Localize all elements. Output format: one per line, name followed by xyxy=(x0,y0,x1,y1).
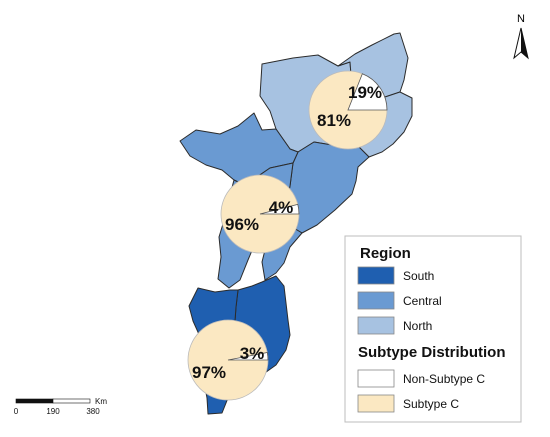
pie-label-subtype-c: 81% xyxy=(317,111,351,130)
legend-label-central: Central xyxy=(403,294,442,308)
legend-swatch-central xyxy=(357,291,395,310)
scale-tick-380: 380 xyxy=(86,407,100,416)
legend-swatch-south xyxy=(357,266,395,285)
pie-label-subtype-c: 96% xyxy=(225,215,259,234)
north-arrow-icon: N xyxy=(513,13,529,60)
pie-slice-non-subtype-c xyxy=(347,73,388,111)
pie-charts: 19%81%4%96%3%97% xyxy=(187,70,388,401)
province-tete xyxy=(179,112,299,186)
pie-north: 19%81% xyxy=(308,70,388,150)
pie-slice-non-subtype-c xyxy=(259,203,300,215)
legend-subtype-title: Subtype Distribution xyxy=(358,344,506,361)
pie-label-non-subtype-c: 3% xyxy=(240,344,265,363)
legend-label-north: North xyxy=(403,319,432,333)
scale-tick-190: 190 xyxy=(46,407,60,416)
legend: Region South Central North Subtype Distr… xyxy=(344,235,522,423)
legend-swatch-subtype-c xyxy=(357,394,395,413)
legend-label-south: South xyxy=(403,269,434,283)
pie-slice-non-subtype-c xyxy=(227,352,269,361)
pie-south: 3% 97% xyxy=(187,319,269,401)
scale-bar: 0 190 380 Km xyxy=(14,397,108,416)
scale-bar-segment-dark xyxy=(15,398,54,404)
pie-label-non-subtype-c: 4% xyxy=(269,198,294,217)
pie-central: 4% 96% xyxy=(220,174,300,254)
legend-swatch-non-subtype-c xyxy=(357,369,395,388)
legend-label-non-subtype-c: Non-Subtype C xyxy=(403,372,485,386)
legend-region-title: Region xyxy=(360,245,411,262)
north-label: N xyxy=(517,13,525,25)
pie-label-non-subtype-c: 19% xyxy=(348,83,382,102)
pie-label-subtype-c: 97% xyxy=(192,363,226,382)
north-arrow-shade xyxy=(521,28,528,58)
scale-bar-segment-light xyxy=(52,398,91,404)
legend-label-subtype-c: Subtype C xyxy=(403,397,459,411)
scale-unit: Km xyxy=(95,397,107,406)
scale-tick-0: 0 xyxy=(14,407,19,416)
legend-swatch-north xyxy=(357,316,395,335)
